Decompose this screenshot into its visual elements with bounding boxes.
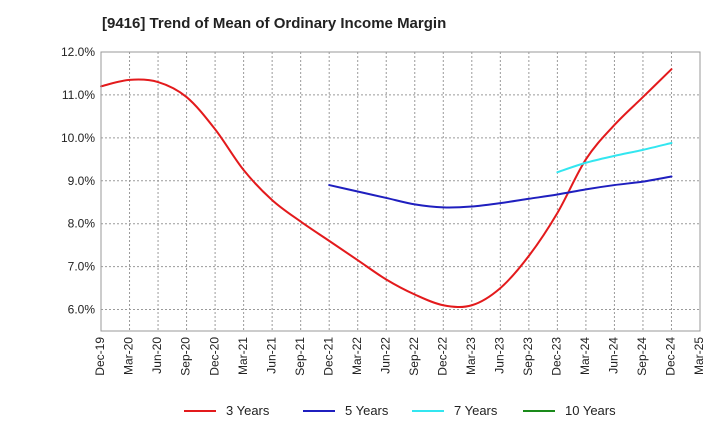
x-tick-label: Jun-22	[378, 337, 392, 374]
x-tick-label: Sep-22	[407, 337, 421, 376]
legend-label: 5 Years	[345, 403, 389, 418]
legend-item: 7 Years	[412, 403, 497, 418]
x-tick-label: Sep-21	[293, 337, 307, 376]
gridlines	[101, 51, 700, 331]
y-tick-label: 6.0%	[68, 303, 96, 317]
x-tick-label: Jun-24	[607, 337, 621, 374]
legend-swatch	[523, 409, 555, 412]
x-tick-label: Sep-20	[179, 337, 193, 376]
x-tick-label: Mar-23	[464, 337, 478, 375]
x-tick-label: Mar-22	[350, 337, 364, 375]
x-tick-label: Mar-20	[122, 337, 136, 375]
legend-label: 7 Years	[454, 403, 498, 418]
x-tick-label: Mar-24	[578, 337, 592, 375]
x-tick-label: Dec-24	[664, 337, 678, 376]
x-axis-ticks: Dec-19 Mar-20 Jun-20 Sep-20 Dec-20 Mar-21 Jun-…	[93, 337, 706, 376]
x-tick-label: Jun-20	[150, 337, 164, 374]
series-line-2	[328, 175, 673, 209]
x-tick-label: Dec-20	[207, 337, 221, 376]
legend-item: 10 Years	[523, 403, 616, 418]
x-tick-label: Mar-21	[236, 337, 250, 375]
x-tick-label: Jun-23	[493, 337, 507, 374]
x-tick-label: Jun-21	[264, 337, 278, 374]
legend-item: 3 Years	[184, 403, 269, 418]
legend-swatch	[412, 409, 444, 412]
x-tick-label: Dec-23	[550, 337, 564, 376]
y-tick-label: 9.0%	[68, 174, 96, 188]
series-line-1	[100, 68, 673, 308]
x-tick-label: Mar-25	[692, 337, 706, 375]
plot-frame	[100, 51, 701, 332]
legend-label: 10 Years	[565, 403, 616, 418]
series-lines	[100, 68, 673, 308]
legend: 3 Years 5 Years 7 Years 10 Years	[0, 403, 720, 427]
x-tick-label: Sep-24	[635, 337, 649, 376]
y-tick-label: 11.0%	[62, 88, 95, 102]
y-axis-ticks: 6.0% 7.0% 8.0% 9.0% 10.0% 11.0% 12.0%	[61, 45, 95, 317]
y-tick-label: 7.0%	[68, 260, 96, 274]
y-tick-label: 10.0%	[61, 131, 95, 145]
legend-label: 3 Years	[226, 403, 270, 418]
legend-swatch	[184, 409, 216, 412]
legend-item: 5 Years	[303, 403, 388, 418]
series-line-3	[556, 142, 673, 174]
x-tick-label: Dec-19	[93, 337, 107, 376]
chart-title: [9416] Trend of Mean of Ordinary Income …	[102, 15, 447, 32]
x-tick-label: Sep-23	[521, 337, 535, 376]
y-tick-label: 8.0%	[68, 217, 96, 231]
legend-swatch	[303, 409, 335, 412]
x-tick-label: Dec-22	[435, 337, 449, 376]
x-tick-label: Dec-21	[321, 337, 335, 376]
y-tick-label: 12.0%	[61, 45, 95, 59]
